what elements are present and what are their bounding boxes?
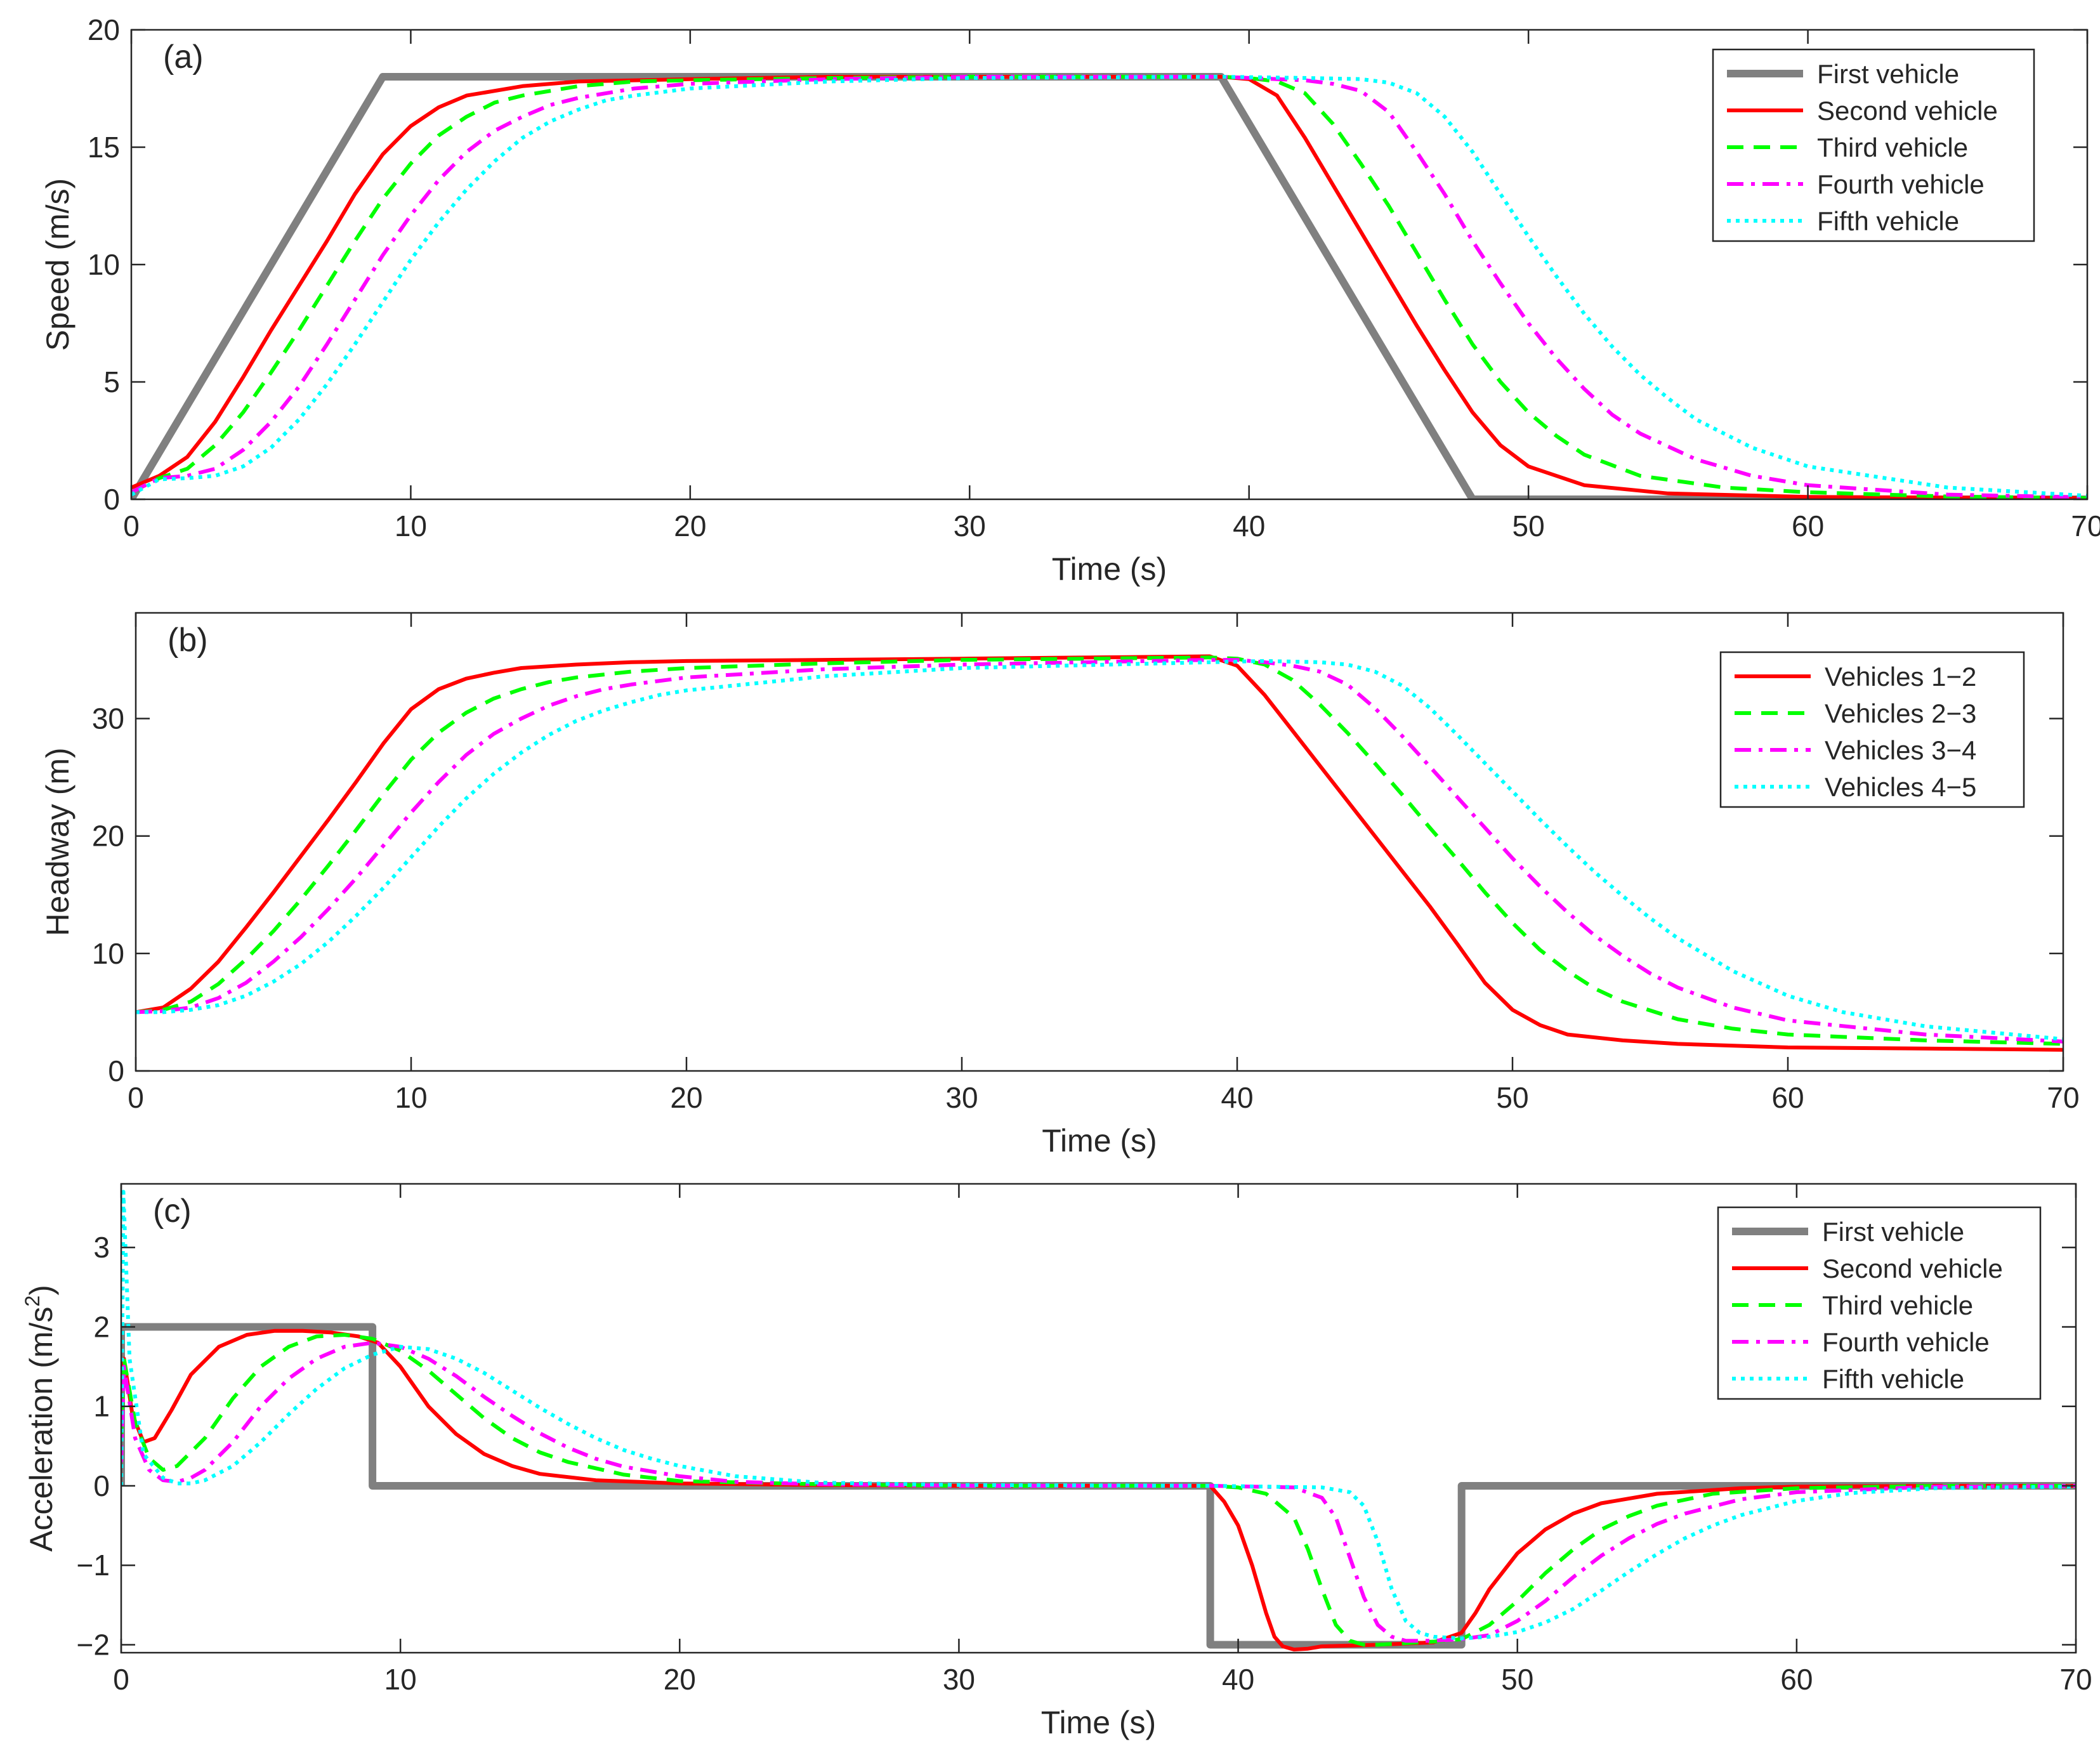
legend: Vehicles 1−2 Vehicles 2−3 Vehicles 3−4 Vehi…: [1719, 651, 2025, 808]
axes-box: [120, 1183, 2077, 1654]
y-tick-label: 15: [88, 131, 120, 164]
x-axis-label: Time (s): [1052, 551, 1167, 587]
x-tick-label: 40: [1221, 1081, 1253, 1114]
y-axis-label-main: Speed (m/s): [40, 178, 75, 351]
series-line-4: [136, 659, 2063, 1041]
y-axis-label: Speed (m/s): [40, 178, 75, 351]
x-tick-label: 0: [113, 1663, 129, 1696]
series-line-4: [131, 75, 2087, 499]
x-tick-label: 20: [674, 509, 706, 542]
y-tick-label: 5: [103, 365, 120, 398]
legend-entry-3: Third vehicle: [1817, 133, 1968, 162]
y-tick-label: 2: [93, 1310, 110, 1343]
y-tick-label: 0: [93, 1469, 110, 1502]
x-tick-label: 30: [943, 1663, 975, 1696]
x-tick-label: 70: [2047, 1081, 2079, 1114]
x-tick-label: 30: [945, 1081, 978, 1114]
y-axis-label-superscript: 2: [21, 1296, 44, 1307]
x-tick-label: 0: [128, 1081, 144, 1114]
series-line-4: [121, 1341, 2076, 1643]
x-tick-label: 20: [664, 1663, 696, 1696]
x-tick-label: 60: [1771, 1081, 1804, 1114]
chart-panel-c: 0 10 20 30 40 50 60 70 −2 −1 0 1 2 3 Time (s) Accelerat…: [21, 1183, 2092, 1740]
legend-entry-4: Fourth vehicle: [1817, 169, 1985, 199]
x-tick-label: 20: [670, 1081, 702, 1114]
x-tick-label: 70: [2071, 509, 2100, 542]
legend-entry-3: Third vehicle: [1822, 1290, 1973, 1320]
legend-entry-1: First vehicle: [1822, 1217, 1964, 1247]
panel-label: (c): [153, 1193, 192, 1230]
y-axis-label-end: ): [23, 1285, 59, 1296]
legend-entry-3: Vehicles 3−4: [1825, 735, 1976, 765]
series-group: [121, 1190, 2076, 1651]
x-tick-label: 60: [1792, 509, 1824, 542]
legend-entry-1: Vehicles 1−2: [1825, 662, 1976, 692]
x-tick-label: 10: [395, 509, 427, 542]
y-tick-label: 0: [103, 483, 120, 516]
y-axis-label: Headway (m): [40, 747, 75, 936]
x-tick-label: 10: [395, 1081, 427, 1114]
x-tick-label: 40: [1222, 1663, 1254, 1696]
chart-panel-b: 0 10 20 30 40 50 60 70 0 10 20 30 Time (s) Headway (m…: [40, 612, 2080, 1158]
series-line-3: [131, 75, 2087, 499]
legend-entry-2: Second vehicle: [1822, 1254, 2003, 1283]
x-tick-label: 60: [1780, 1663, 1813, 1696]
x-tick-label: 0: [123, 509, 140, 542]
legend-entry-5: Fifth vehicle: [1822, 1364, 1964, 1394]
y-tick-label: 3: [93, 1231, 110, 1264]
legend-entry-5: Fifth vehicle: [1817, 206, 1959, 236]
y-tick-label: 20: [92, 820, 124, 853]
series-line-3: [136, 658, 2063, 1044]
y-tick-label: 1: [93, 1390, 110, 1423]
legend: First vehicle Second vehicle Third vehicle…: [1717, 1206, 2042, 1400]
chart-panel-a: 0 10 20 30 40 50 60 70 0 5 10 15 20 Time (s) Speed (m/…: [40, 13, 2100, 587]
x-tick-label: 50: [1513, 509, 1545, 542]
y-axis-label: Acceleration (m/s2): [21, 1285, 59, 1552]
x-axis-label: Time (s): [1041, 1705, 1156, 1740]
legend: First vehicle Second vehicle Third vehicle…: [1712, 48, 2035, 242]
x-tick-label: 30: [954, 509, 986, 542]
y-tick-label: 10: [92, 937, 124, 970]
legend-entry-1: First vehicle: [1817, 59, 1959, 89]
panel-label: (b): [167, 622, 208, 659]
axes-box: [135, 612, 2064, 1072]
y-tick-label: −1: [77, 1549, 110, 1582]
y-axis-label-main: Acceleration (m/s: [23, 1307, 59, 1552]
x-tick-label: 70: [2059, 1663, 2092, 1696]
x-axis-label: Time (s): [1042, 1123, 1157, 1158]
series-line-2: [136, 655, 2063, 1046]
series-group: [131, 73, 2087, 499]
x-tick-label: 50: [1501, 1663, 1533, 1696]
series-line-3: [121, 1333, 2076, 1647]
series-line-2: [131, 75, 2087, 499]
series-group: [136, 654, 2063, 1052]
x-tick-label: 50: [1496, 1081, 1528, 1114]
x-tick-label: 40: [1233, 509, 1265, 542]
legend-entry-2: Vehicles 2−3: [1825, 699, 1976, 728]
y-tick-label: −2: [77, 1628, 110, 1661]
y-tick-label: 10: [88, 248, 120, 281]
y-tick-label: 0: [108, 1054, 124, 1087]
panel-label: (a): [163, 39, 204, 75]
y-tick-label: 20: [88, 13, 120, 46]
y-axis-label-main: Headway (m): [40, 747, 75, 936]
x-tick-label: 10: [384, 1663, 417, 1696]
legend-entry-4: Fourth vehicle: [1822, 1327, 1990, 1357]
y-tick-label: 30: [92, 702, 124, 735]
legend-entry-2: Second vehicle: [1817, 96, 1998, 126]
legend-entry-4: Vehicles 4−5: [1825, 772, 1976, 802]
